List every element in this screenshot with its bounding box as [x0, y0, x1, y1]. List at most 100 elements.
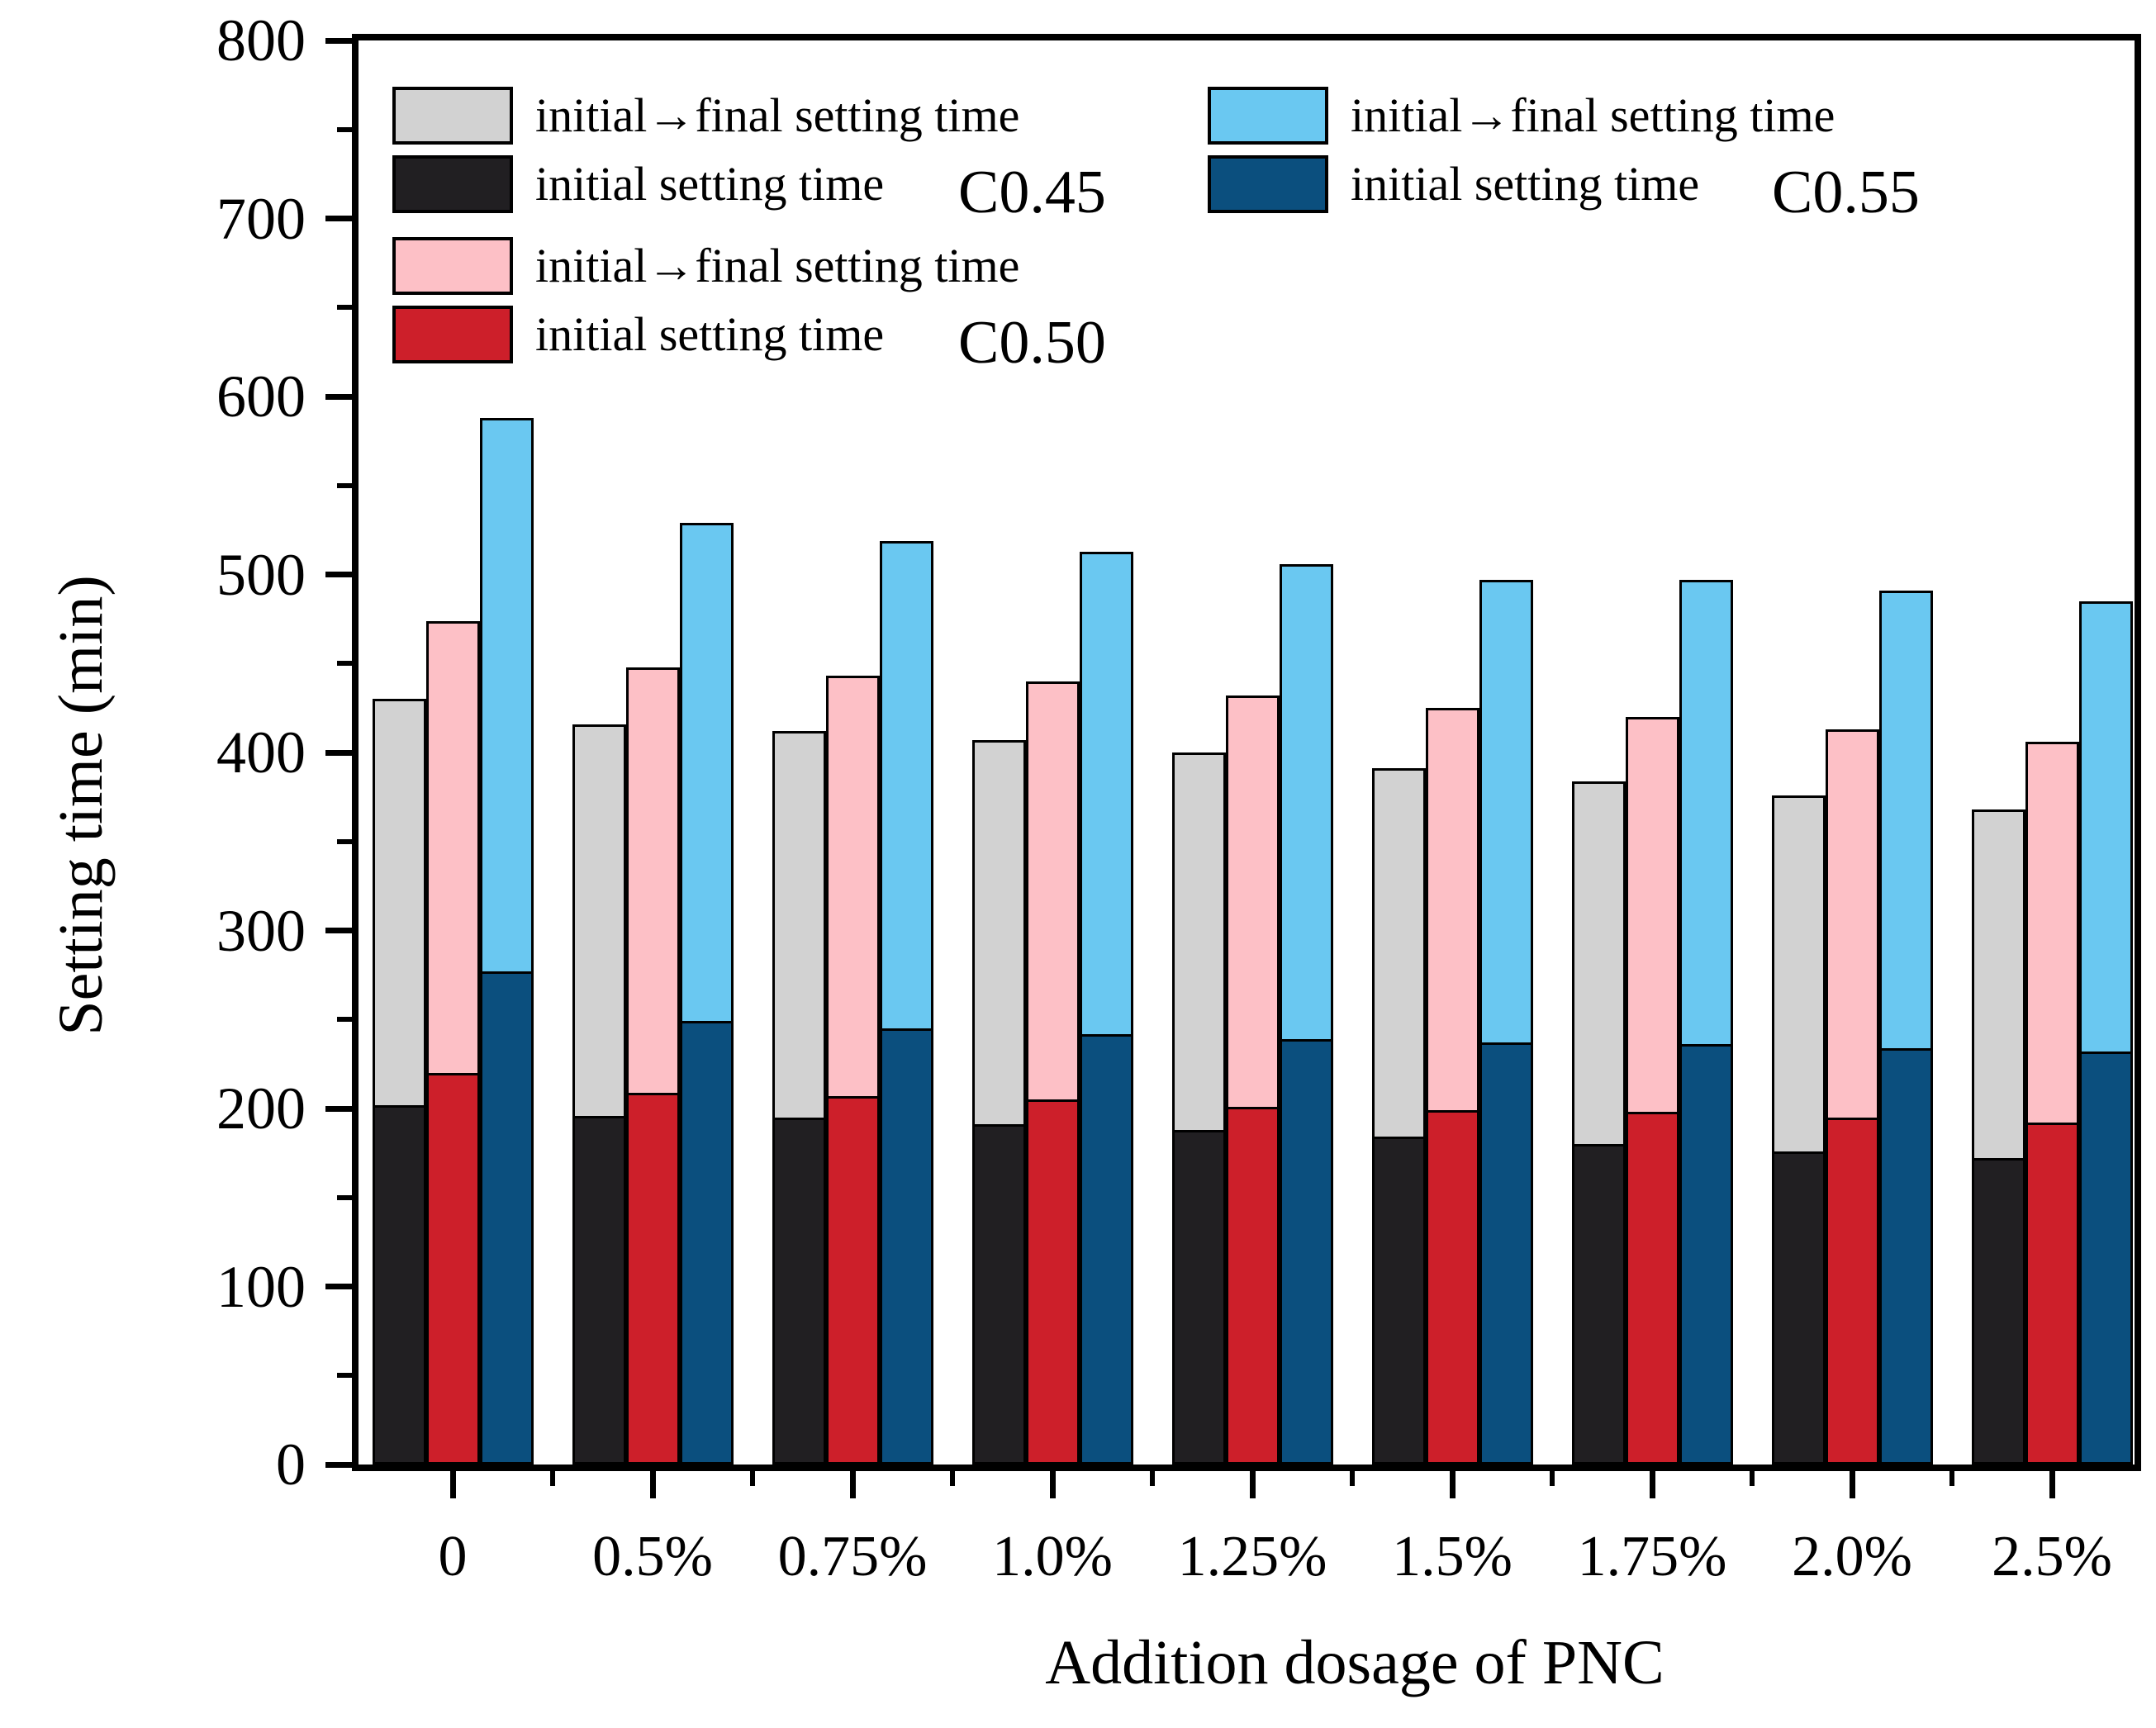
legend-label: initial setting time — [535, 157, 885, 211]
y-axis-title: Setting time (min) — [46, 575, 116, 1036]
y-major-tick-0 — [325, 1461, 352, 1468]
y-tick-label-700: 700 — [216, 185, 306, 252]
bar-C0.50-2.0%-final — [1825, 729, 1879, 1120]
bar-C0.45-1.0%-initial — [971, 1124, 1026, 1465]
x-major-tick-0.5% — [649, 1471, 656, 1498]
legend-swatch-c055-initial — [1208, 155, 1328, 213]
y-minor-tick-50 — [337, 1373, 352, 1379]
x-tick-label-1.25%: 1.25% — [1177, 1525, 1327, 1588]
legend-swatch-c045-initial — [392, 155, 513, 213]
y-tick-label-600: 600 — [216, 363, 306, 430]
x-tick-label-2.5%: 2.5% — [1992, 1525, 2112, 1588]
bar-C0.50-2.0%-initial — [1825, 1117, 1879, 1465]
bar-C0.50-1.25%-final — [1225, 695, 1280, 1109]
bar-C0.50-0-initial — [425, 1072, 480, 1465]
y-minor-tick-450 — [337, 661, 352, 667]
y-major-tick-700 — [325, 216, 352, 221]
y-major-tick-200 — [325, 1105, 352, 1112]
bar-C0.50-0-final — [425, 620, 480, 1075]
bar-C0.55-0.5%-initial — [679, 1021, 734, 1465]
bar-C0.50-1.5%-initial — [1425, 1110, 1479, 1465]
legend-label: initial→final setting time — [535, 88, 1020, 142]
y-tick-label-200: 200 — [216, 1075, 306, 1142]
y-minor-tick-350 — [337, 838, 352, 844]
bar-C0.55-0.75%-initial — [879, 1028, 933, 1465]
bar-C0.45-1.0%-final — [971, 739, 1026, 1127]
legend-label: initial setting time — [1351, 157, 1700, 211]
bar-C0.50-0.75%-initial — [825, 1095, 880, 1465]
x-minor-tick-4 — [1350, 1471, 1355, 1486]
bar-C0.50-0.5%-initial — [625, 1092, 680, 1465]
x-minor-tick-3 — [1150, 1471, 1155, 1486]
bar-C0.50-1.5%-final — [1425, 708, 1479, 1113]
bar-C0.55-1.0%-initial — [1079, 1033, 1133, 1465]
x-major-tick-1.25% — [1249, 1471, 1256, 1498]
x-major-tick-0.75% — [849, 1471, 856, 1498]
x-minor-tick-5 — [1550, 1471, 1555, 1486]
bar-C0.50-1.0%-final — [1025, 681, 1080, 1103]
bar-C0.45-0.75%-initial — [772, 1117, 826, 1465]
bar-C0.50-2.5%-initial — [2025, 1123, 2079, 1465]
legend-label: initial setting time — [535, 307, 885, 361]
x-major-tick-1.5% — [1449, 1471, 1456, 1498]
bar-C0.50-1.75%-final — [1625, 716, 1679, 1115]
y-major-tick-300 — [325, 928, 352, 933]
y-minor-tick-150 — [337, 1194, 352, 1200]
y-major-tick-400 — [325, 749, 352, 756]
bar-C0.55-1.0%-final — [1079, 551, 1133, 1037]
bar-C0.50-2.5%-final — [2025, 742, 2079, 1126]
x-tick-label-1.0%: 1.0% — [992, 1525, 1113, 1588]
bar-C0.45-2.5%-initial — [1971, 1158, 2025, 1465]
x-tick-label-1.5%: 1.5% — [1392, 1525, 1513, 1588]
x-tick-label-1.75%: 1.75% — [1577, 1525, 1727, 1588]
x-minor-tick-1 — [750, 1471, 755, 1486]
bars-layer — [359, 40, 2135, 1465]
bar-C0.55-0-final — [479, 417, 534, 975]
y-tick-label-500: 500 — [216, 541, 306, 608]
bar-C0.55-1.25%-final — [1279, 563, 1333, 1042]
y-major-tick-600 — [325, 393, 352, 400]
bar-C0.55-1.75%-initial — [1679, 1044, 1733, 1465]
y-tick-label-100: 100 — [216, 1253, 306, 1320]
y-tick-label-0: 0 — [276, 1431, 306, 1498]
bar-C0.45-0-initial — [372, 1104, 426, 1465]
y-tick-label-400: 400 — [216, 719, 306, 786]
y-major-tick-100 — [325, 1284, 352, 1289]
x-major-tick-2.5% — [2049, 1471, 2055, 1498]
bar-C0.45-2.0%-initial — [1771, 1151, 1826, 1465]
bar-C0.55-2.0%-initial — [1878, 1047, 1933, 1465]
y-minor-tick-250 — [337, 1017, 352, 1023]
x-major-tick-2.0% — [1849, 1471, 1855, 1498]
y-tick-label-800: 800 — [216, 7, 306, 74]
bar-C0.45-0-final — [372, 699, 426, 1108]
bar-C0.55-1.25%-initial — [1279, 1038, 1333, 1465]
x-minor-tick-0 — [550, 1471, 555, 1486]
bar-C0.55-2.5%-initial — [2078, 1052, 2133, 1465]
x-major-tick-1.75% — [1649, 1471, 1655, 1498]
bar-C0.45-0.75%-final — [772, 731, 826, 1120]
legend-swatch-c050-initial — [392, 306, 513, 363]
legend-label: initial→final setting time — [535, 239, 1020, 292]
y-major-tick-800 — [325, 37, 352, 44]
y-minor-tick-550 — [337, 482, 352, 488]
x-minor-tick-2 — [950, 1471, 955, 1486]
bar-C0.45-1.5%-initial — [1371, 1137, 1426, 1465]
bar-C0.45-2.5%-final — [1971, 809, 2025, 1161]
legend-swatch-c050-final — [392, 237, 513, 295]
bar-C0.45-2.0%-final — [1771, 795, 1826, 1154]
bar-C0.55-0.75%-final — [879, 540, 933, 1032]
bar-C0.45-0.5%-initial — [572, 1115, 626, 1465]
bar-C0.55-1.5%-initial — [1479, 1042, 1533, 1465]
bar-C0.45-1.75%-final — [1571, 781, 1626, 1147]
bar-C0.50-1.0%-initial — [1025, 1099, 1080, 1465]
x-tick-label-0.5%: 0.5% — [592, 1525, 713, 1588]
bar-C0.45-1.25%-final — [1171, 752, 1226, 1132]
bar-C0.55-1.75%-final — [1679, 579, 1733, 1047]
legend-group-tag-c055: C0.55 — [1772, 159, 1920, 226]
bar-C0.45-1.25%-initial — [1171, 1129, 1226, 1465]
y-tick-label-300: 300 — [216, 897, 306, 964]
legend-swatch-c055-final — [1208, 87, 1328, 145]
x-tick-label-0.75%: 0.75% — [777, 1525, 928, 1588]
bar-C0.45-1.5%-final — [1371, 768, 1426, 1140]
legend-label: initial→final setting time — [1351, 88, 1835, 142]
